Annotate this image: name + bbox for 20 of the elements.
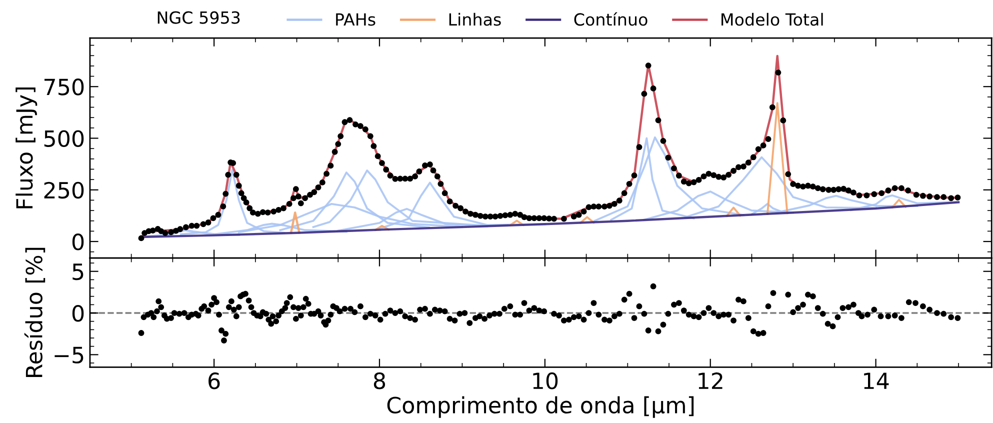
x-tick-label: 6 (208, 372, 220, 390)
legend-label: Linhas (449, 12, 501, 26)
legend-label: Modelo Total (722, 12, 823, 26)
y-tick-label: 0 (72, 304, 84, 322)
y-tick-label: 500 (44, 130, 84, 147)
legend-label: PAHs (336, 13, 376, 26)
x-tick-label: 10 (533, 372, 558, 390)
y-tick-label: 250 (44, 182, 84, 199)
y-tick-label: 0 (72, 233, 84, 250)
y-tick-label: 750 (44, 78, 84, 96)
x-axis-title: Comprimento de onda [μm] (387, 396, 694, 418)
y-tick-label: 5 (72, 264, 84, 280)
legend-title: NGC 5953 (158, 11, 240, 24)
y-axis-title: Fluxo [mJy] (16, 88, 38, 208)
x-tick-label: 14 (864, 372, 889, 389)
y-tick-label: −5 (54, 346, 84, 364)
y-axis-title: Resíduo [%] (24, 248, 46, 377)
x-tick-label: 12 (698, 372, 722, 389)
legend-label: Contínuo (574, 12, 648, 26)
x-tick-label: 8 (374, 372, 386, 390)
